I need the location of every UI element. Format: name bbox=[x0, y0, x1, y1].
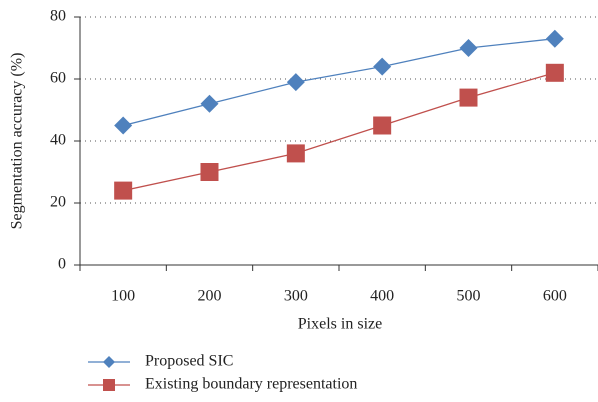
data-point bbox=[200, 94, 219, 113]
x-tick-label: 600 bbox=[543, 288, 567, 305]
x-axis-label: Pixels in size bbox=[298, 316, 382, 333]
legend-marker bbox=[103, 356, 115, 368]
x-tick-label: 500 bbox=[457, 288, 481, 305]
data-point bbox=[459, 39, 478, 57]
series-line bbox=[123, 38, 555, 127]
series-line bbox=[123, 72, 556, 192]
data-point bbox=[545, 63, 564, 82]
data-point bbox=[114, 181, 133, 200]
data-point bbox=[373, 57, 392, 76]
legend-marker bbox=[103, 379, 115, 391]
data-point bbox=[373, 116, 392, 135]
data-point bbox=[114, 116, 133, 135]
y-tick-label: 0 bbox=[58, 256, 66, 273]
x-tick-label: 200 bbox=[198, 288, 222, 305]
x-tick-label: 100 bbox=[111, 288, 135, 305]
data-point bbox=[286, 73, 305, 92]
x-tick-label: 400 bbox=[370, 288, 394, 305]
data-point bbox=[286, 144, 305, 163]
data-point bbox=[459, 88, 478, 107]
y-tick-label: 60 bbox=[50, 70, 66, 87]
legend-label: Existing boundary representation bbox=[145, 376, 357, 393]
legend-label: Proposed SIC bbox=[145, 353, 233, 370]
x-tick-label: 300 bbox=[284, 288, 308, 305]
y-tick-label: 40 bbox=[50, 132, 66, 149]
y-axis-label: Segmentation accuracy (%) bbox=[9, 53, 26, 230]
y-tick-label: 20 bbox=[50, 194, 66, 211]
data-point bbox=[545, 29, 564, 48]
data-point bbox=[200, 163, 219, 181]
y-tick-label: 80 bbox=[50, 8, 66, 25]
